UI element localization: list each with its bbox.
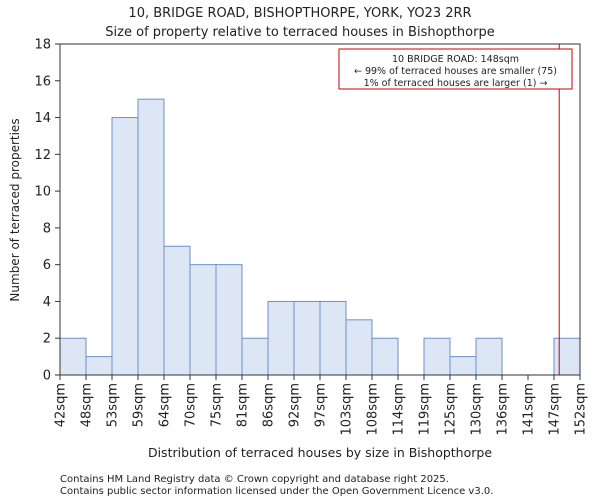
histogram-bar	[59, 337, 87, 376]
histogram-bar	[163, 245, 191, 376]
y-tick-label: 0	[43, 369, 51, 384]
x-tick-label: 152sqm	[574, 383, 589, 436]
x-tick-label: 136sqm	[496, 383, 511, 436]
x-tick-label: 97sqm	[314, 383, 329, 427]
x-tick-label: 70sqm	[184, 383, 199, 427]
annotation-border	[338, 48, 573, 90]
histogram-bar	[371, 337, 399, 376]
y-tick-label: 4	[43, 295, 51, 310]
x-tick-label: 147sqm	[548, 383, 563, 436]
histogram-bar	[449, 356, 477, 376]
histogram-bar	[111, 117, 139, 376]
y-tick-label: 18	[34, 38, 51, 53]
x-tick-label: 108sqm	[366, 383, 381, 436]
y-tick-label: 12	[34, 148, 51, 163]
histogram-bar	[241, 337, 269, 376]
chart-title: 10, BRIDGE ROAD, BISHOPTHORPE, YORK, YO2…	[128, 6, 471, 21]
footer-line-2: Contains public sector information licen…	[60, 486, 493, 497]
histogram-bar	[215, 264, 243, 376]
x-tick-label: 103sqm	[340, 383, 355, 436]
x-tick-label: 141sqm	[522, 383, 537, 436]
histogram-bar	[319, 300, 347, 376]
y-tick-label: 10	[34, 185, 51, 200]
x-tick-label: 130sqm	[470, 383, 485, 436]
x-tick-label: 125sqm	[444, 383, 459, 436]
x-tick-label: 92sqm	[288, 383, 303, 427]
bars-group	[59, 98, 581, 376]
x-axis: 42sqm 48sqm 53sqm 59sqm 64sqm 70sqm 75sqm 81sqm…	[54, 375, 589, 436]
histogram-bar	[475, 337, 503, 376]
x-tick-label: 114sqm	[392, 383, 407, 436]
y-tick-label: 14	[34, 111, 51, 126]
x-axis-label: Distribution of terraced houses by size …	[148, 445, 492, 460]
annotation-line-2: ← 99% of terraced houses are smaller (75…	[354, 66, 557, 77]
x-tick-label: 48sqm	[80, 383, 95, 427]
x-tick-label: 64sqm	[158, 383, 173, 427]
histogram-bar	[345, 319, 373, 376]
annotation-line-3: 1% of terraced houses are larger (1) →	[364, 78, 548, 89]
plot-frame	[59, 43, 581, 376]
histogram-bar	[189, 264, 217, 376]
histogram-bar	[293, 300, 321, 376]
x-tick-label: 75sqm	[210, 383, 225, 427]
x-tick-label: 53sqm	[106, 383, 121, 427]
x-tick-label: 86sqm	[262, 383, 277, 427]
y-tick-label: 6	[43, 258, 51, 273]
chart-subtitle: Size of property relative to terraced ho…	[105, 25, 494, 40]
y-axis-label: Number of terraced properties	[8, 118, 22, 301]
y-tick-label: 16	[34, 74, 51, 89]
footer-line-1: Contains HM Land Registry data © Crown c…	[60, 474, 449, 485]
y-axis: 0 2 4 6 8 10 12 14 16 18	[34, 38, 60, 384]
histogram-bar	[553, 337, 581, 376]
annotation-line-1: 10 BRIDGE ROAD: 148sqm	[392, 54, 519, 65]
x-tick-label: 42sqm	[54, 383, 69, 427]
histogram-bar	[267, 300, 295, 376]
annotation-box: 10 BRIDGE ROAD: 148sqm ← 99% of terraced…	[338, 48, 573, 90]
histogram-bar	[137, 98, 165, 376]
x-tick-label: 59sqm	[132, 383, 147, 427]
histogram-bar	[423, 337, 451, 376]
y-tick-label: 2	[43, 332, 51, 347]
x-tick-label: 81sqm	[236, 383, 251, 427]
x-tick-label: 119sqm	[418, 383, 433, 436]
y-tick-label: 8	[43, 221, 51, 236]
histogram-bar	[85, 356, 113, 376]
